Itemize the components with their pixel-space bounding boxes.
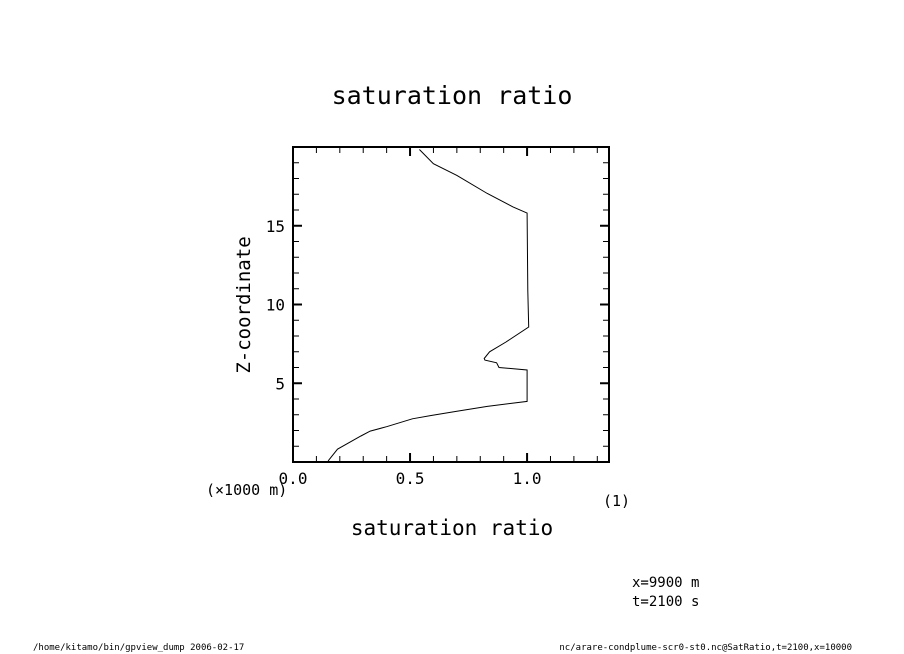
- axis-ticks: [293, 147, 609, 462]
- chart-title: saturation ratio: [332, 81, 573, 110]
- tick-labels: 0.0 0.5 1.0 5 10 15: [266, 217, 542, 488]
- annotation-t: t=2100 s: [632, 594, 699, 610]
- x-axis-unit: (1): [603, 492, 630, 510]
- x-axis-label: saturation ratio: [351, 516, 553, 540]
- series-line: [327, 149, 530, 462]
- footer-right: nc/arare-condplume-scr0-st0.nc@SatRatio,…: [559, 643, 852, 653]
- footer-left: /home/kitamo/bin/gpview_dump 2006-02-17: [33, 643, 244, 653]
- y-tick-label: 5: [275, 374, 285, 393]
- y-tick-label: 15: [266, 217, 285, 236]
- x-tick-label: 1.0: [513, 469, 542, 488]
- y-tick-label: 10: [266, 296, 285, 315]
- x-tick-label: 0.0: [279, 469, 308, 488]
- y-axis-label: Z-coordinate: [233, 236, 255, 373]
- x-tick-label: 0.5: [396, 469, 425, 488]
- annotation-x: x=9900 m: [632, 575, 699, 591]
- plot-frame: [292, 146, 610, 463]
- y-axis-unit: (×1000 m): [206, 481, 287, 499]
